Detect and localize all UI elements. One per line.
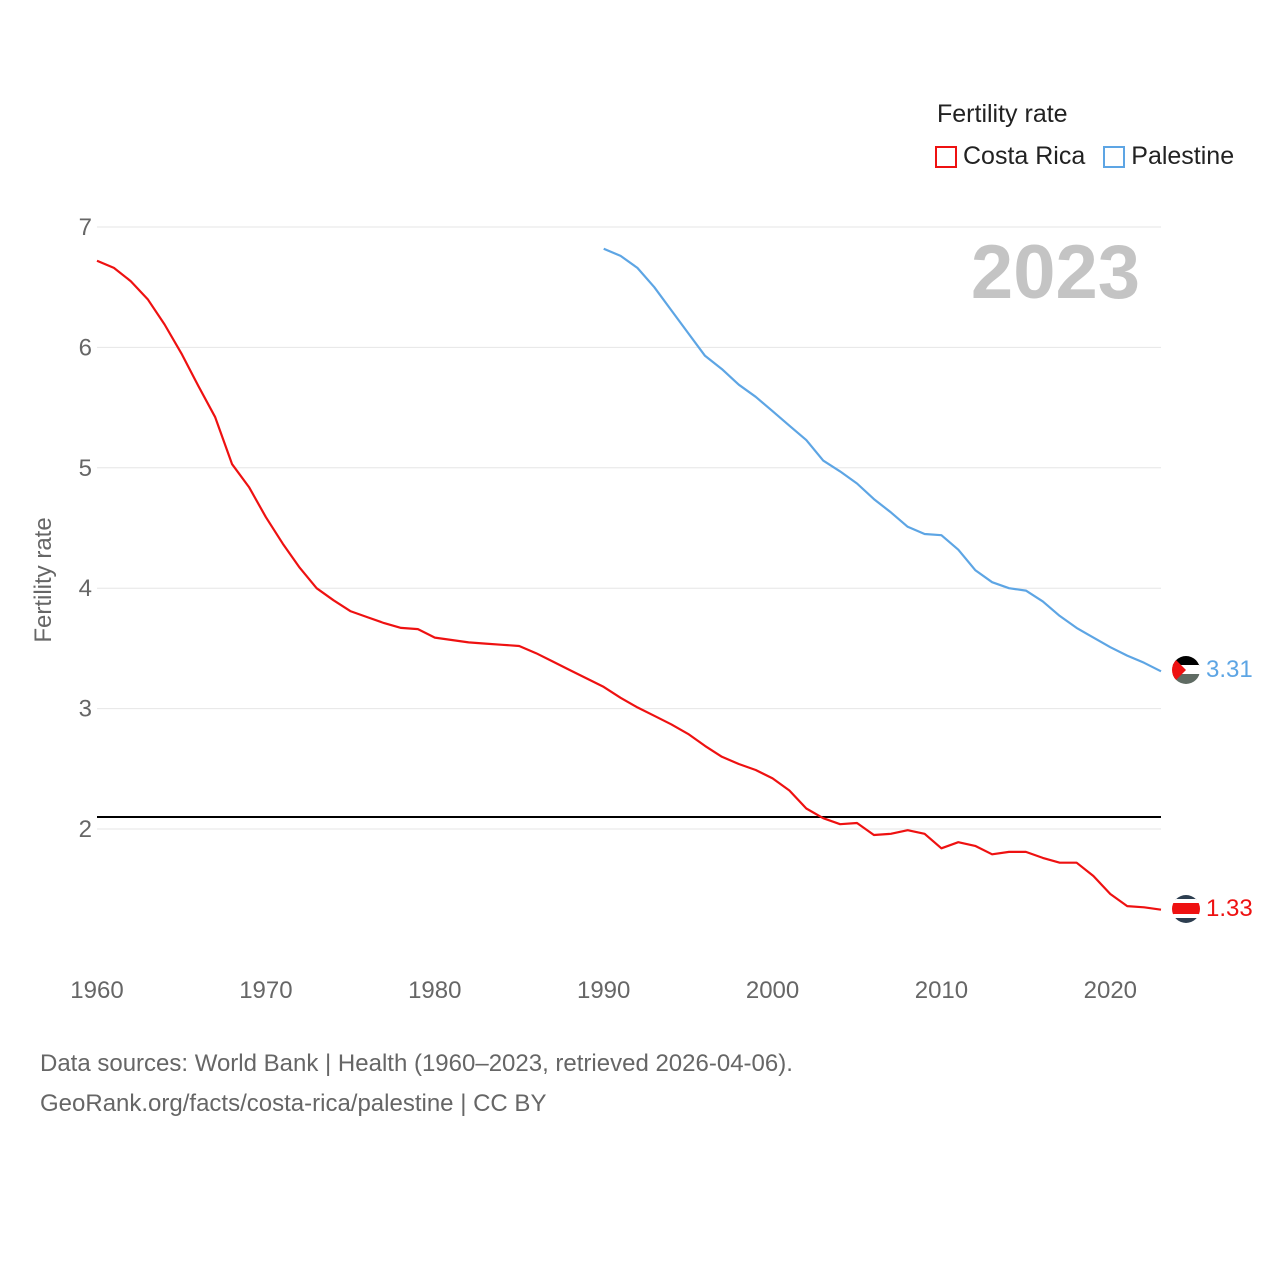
x-tick-label: 1980 [408, 977, 461, 1004]
sources-line: Data sources: World Bank | Health (1960–… [40, 1050, 793, 1077]
y-tick-label: 6 [79, 334, 92, 361]
data-sources: Data sources: World Bank | Health (1960–… [40, 1044, 793, 1124]
gridlines [97, 226, 1161, 830]
y-axis-ticks: 2 3 4 5 6 7 [79, 214, 92, 843]
series-line-costa-rica [96, 259, 1162, 911]
x-axis-ticks: 1960 1970 1980 1990 2000 2010 2020 [70, 977, 1137, 1004]
x-tick-label: 1960 [70, 977, 123, 1004]
legend-item-costa-rica[interactable]: Costa Rica [935, 142, 1085, 171]
legend-label-palestine: Palestine [1131, 142, 1235, 170]
y-tick-label: 4 [79, 575, 92, 602]
x-tick-label: 1990 [577, 977, 630, 1004]
y-axis-title: Fertility rate [30, 517, 57, 642]
legend-item-palestine[interactable]: Palestine [1103, 142, 1234, 171]
legend-swatch-costa-rica [935, 145, 957, 168]
costa-rica-flag-icon [1172, 895, 1200, 923]
legend-title: Fertility rate [937, 100, 1068, 128]
y-tick-label: 7 [79, 214, 92, 241]
x-tick-label: 2010 [915, 977, 968, 1004]
series-line-palestine [603, 247, 1162, 673]
x-tick-label: 2000 [746, 977, 799, 1004]
attribution-line: GeoRank.org/facts/costa-rica/palestine |… [40, 1090, 547, 1117]
series-lines [96, 247, 1162, 911]
end-markers: 3.31 1.33 [1172, 656, 1253, 923]
y-tick-label: 5 [79, 455, 92, 482]
x-tick-label: 1970 [239, 977, 292, 1004]
legend-swatch-palestine [1103, 145, 1126, 168]
y-tick-label: 2 [79, 816, 92, 843]
legend: Costa Rica Palestine [935, 142, 1234, 171]
year-label: 2023 [971, 230, 1140, 315]
x-tick-label: 2020 [1084, 977, 1137, 1004]
y-tick-label: 3 [79, 696, 92, 723]
palestine-end-value: 3.31 [1206, 656, 1253, 683]
costa-rica-end-value: 1.33 [1206, 895, 1253, 922]
palestine-flag-icon [1172, 656, 1200, 684]
legend-label-costa-rica: Costa Rica [963, 142, 1086, 170]
